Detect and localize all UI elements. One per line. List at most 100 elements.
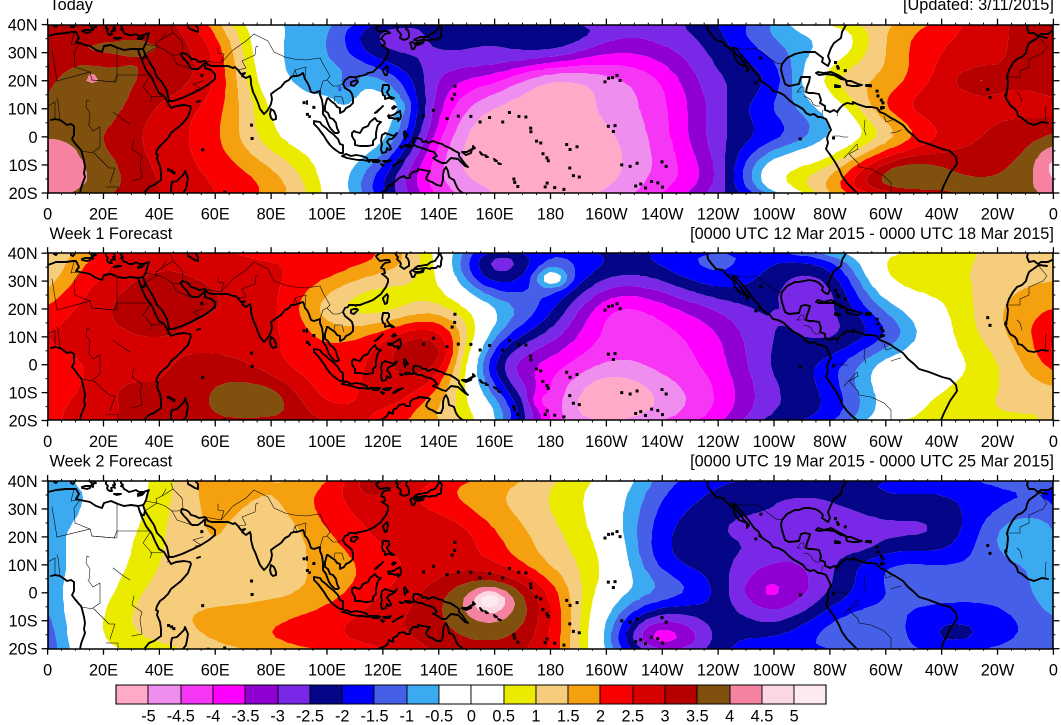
svg-text:40E: 40E [145, 433, 174, 451]
svg-text:0: 0 [1049, 433, 1058, 451]
svg-text:4.5: 4.5 [751, 707, 774, 725]
svg-text:40W: 40W [925, 206, 959, 224]
svg-text:-2.5: -2.5 [296, 707, 324, 725]
svg-text:140W: 140W [641, 433, 684, 451]
svg-text:120W: 120W [697, 433, 740, 451]
svg-text:-4: -4 [206, 707, 220, 725]
svg-text:0: 0 [467, 707, 476, 725]
svg-text:5: 5 [790, 707, 799, 725]
svg-text:40N: 40N [8, 17, 38, 35]
svg-text:0.5: 0.5 [492, 707, 515, 725]
svg-text:20E: 20E [89, 206, 118, 224]
svg-text:[0000 UTC 12 Mar 2015 - 0000 U: [0000 UTC 12 Mar 2015 - 0000 UTC 18 Mar … [690, 225, 1054, 243]
svg-text:0: 0 [1049, 206, 1058, 224]
svg-text:0: 0 [29, 357, 38, 375]
svg-text:10N: 10N [8, 101, 38, 119]
svg-text:140E: 140E [420, 206, 458, 224]
svg-text:30N: 30N [8, 45, 38, 63]
svg-text:-0.5: -0.5 [425, 707, 453, 725]
svg-text:-1.5: -1.5 [360, 707, 388, 725]
svg-text:60W: 60W [869, 661, 903, 679]
svg-text:1.5: 1.5 [557, 707, 580, 725]
svg-text:160W: 160W [585, 433, 628, 451]
svg-text:120E: 120E [364, 206, 402, 224]
svg-text:20S: 20S [9, 641, 38, 659]
svg-text:140E: 140E [420, 661, 458, 679]
svg-text:80W: 80W [813, 433, 847, 451]
svg-text:180: 180 [537, 433, 564, 451]
svg-text:0: 0 [29, 585, 38, 603]
svg-text:120E: 120E [364, 433, 402, 451]
svg-text:Week 2 Forecast: Week 2 Forecast [50, 453, 173, 471]
svg-text:100W: 100W [753, 206, 796, 224]
svg-text:120W: 120W [697, 206, 740, 224]
svg-text:40N: 40N [8, 473, 38, 491]
svg-text:100E: 100E [308, 206, 346, 224]
svg-text:20W: 20W [981, 433, 1015, 451]
svg-text:20E: 20E [89, 661, 118, 679]
svg-text:10N: 10N [8, 329, 38, 347]
svg-text:20N: 20N [8, 301, 38, 319]
svg-text:20S: 20S [9, 185, 38, 203]
svg-text:0: 0 [1049, 661, 1058, 679]
svg-text:10S: 10S [9, 385, 38, 403]
svg-text:-4.5: -4.5 [167, 707, 195, 725]
svg-text:160E: 160E [476, 661, 514, 679]
svg-text:3.5: 3.5 [686, 707, 709, 725]
svg-text:0: 0 [43, 661, 52, 679]
svg-text:80E: 80E [257, 206, 286, 224]
svg-text:1: 1 [531, 707, 540, 725]
svg-text:20E: 20E [89, 433, 118, 451]
svg-text:-5: -5 [141, 707, 155, 725]
svg-text:10S: 10S [9, 157, 38, 175]
svg-text:120E: 120E [364, 661, 402, 679]
svg-text:Today: Today [50, 0, 94, 14]
svg-text:160E: 160E [476, 433, 514, 451]
svg-text:160W: 160W [585, 206, 628, 224]
svg-text:[Updated: 3/11/2015]: [Updated: 3/11/2015] [903, 0, 1054, 14]
svg-text:80W: 80W [813, 661, 847, 679]
svg-text:20W: 20W [981, 661, 1015, 679]
svg-text:180: 180 [537, 661, 564, 679]
svg-text:100E: 100E [308, 661, 346, 679]
svg-text:180: 180 [537, 206, 564, 224]
svg-text:60E: 60E [201, 206, 230, 224]
svg-text:-2: -2 [335, 707, 349, 725]
svg-text:-1: -1 [400, 707, 414, 725]
svg-text:60E: 60E [201, 433, 230, 451]
svg-text:140W: 140W [641, 661, 684, 679]
svg-text:20N: 20N [8, 73, 38, 91]
svg-text:40N: 40N [8, 245, 38, 263]
svg-text:80W: 80W [813, 206, 847, 224]
svg-text:20S: 20S [9, 412, 38, 430]
svg-text:30N: 30N [8, 273, 38, 291]
svg-text:100E: 100E [308, 433, 346, 451]
svg-text:0: 0 [43, 433, 52, 451]
svg-text:0: 0 [43, 206, 52, 224]
svg-text:40E: 40E [145, 206, 174, 224]
svg-text:160E: 160E [476, 206, 514, 224]
svg-text:80E: 80E [257, 433, 286, 451]
svg-text:20W: 20W [981, 206, 1015, 224]
svg-text:80E: 80E [257, 661, 286, 679]
svg-text:160W: 160W [585, 661, 628, 679]
svg-text:120W: 120W [697, 661, 740, 679]
svg-text:10N: 10N [8, 557, 38, 575]
svg-text:-3: -3 [270, 707, 284, 725]
svg-text:100W: 100W [753, 433, 796, 451]
svg-text:60W: 60W [869, 433, 903, 451]
svg-text:2: 2 [596, 707, 605, 725]
svg-text:60E: 60E [201, 661, 230, 679]
svg-text:40W: 40W [925, 433, 959, 451]
svg-text:0: 0 [29, 129, 38, 147]
svg-text:40W: 40W [925, 661, 959, 679]
svg-text:Week 1 Forecast: Week 1 Forecast [50, 225, 173, 243]
svg-text:4: 4 [725, 707, 734, 725]
svg-text:2.5: 2.5 [621, 707, 644, 725]
svg-text:3: 3 [661, 707, 670, 725]
svg-text:-3.5: -3.5 [231, 707, 259, 725]
svg-text:20N: 20N [8, 529, 38, 547]
svg-text:140E: 140E [420, 433, 458, 451]
svg-text:60W: 60W [869, 206, 903, 224]
svg-text:[0000 UTC 19 Mar 2015 - 0000 U: [0000 UTC 19 Mar 2015 - 0000 UTC 25 Mar … [690, 453, 1054, 471]
